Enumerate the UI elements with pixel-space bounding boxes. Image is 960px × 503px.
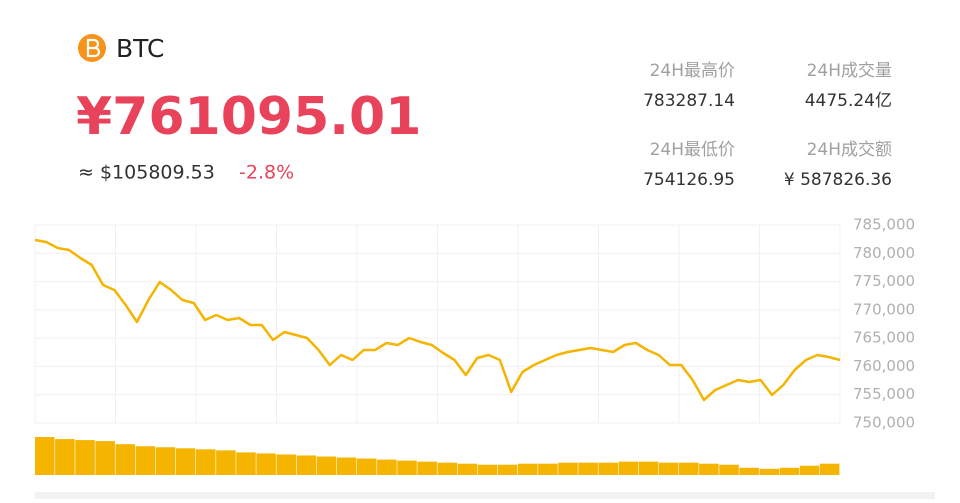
volume-bar — [135, 446, 156, 475]
volume-bar — [417, 461, 437, 475]
y-tick-label: 780,000 — [853, 244, 915, 262]
stat-label: 24H最高价 — [650, 61, 735, 81]
stat-label: 24H最低价 — [650, 140, 735, 160]
y-tick-label: 770,000 — [853, 300, 915, 318]
y-tick-label: 755,000 — [853, 385, 915, 403]
volume-bar — [518, 463, 538, 475]
volume-bar — [457, 463, 478, 475]
volume-bar — [497, 464, 518, 475]
volume-bar — [397, 460, 417, 475]
volume-bar — [316, 456, 337, 475]
volume-bar — [578, 462, 598, 475]
volume-bar — [819, 463, 840, 475]
price-line — [34, 238, 841, 402]
volume-bar — [276, 454, 297, 475]
volume-bar — [296, 455, 317, 475]
stat-value: 783287.14 — [643, 91, 735, 111]
volume-bar — [216, 450, 236, 475]
volume-bar — [779, 467, 800, 475]
y-tick-label: 775,000 — [853, 272, 915, 290]
stat-value: ¥ 587826.36 — [784, 170, 892, 190]
stat-label: 24H成交额 — [807, 140, 892, 160]
price: ¥761095.01 — [76, 87, 421, 147]
volume-bar — [55, 439, 75, 475]
bottom-bar — [35, 492, 935, 499]
change: -2.8% — [239, 162, 294, 184]
y-tick-label: 785,000 — [853, 216, 915, 234]
volume-bar — [75, 440, 95, 475]
btc-icon-glyph — [86, 38, 101, 58]
volume-bar — [658, 462, 679, 475]
volume-bar — [538, 463, 558, 475]
volume-bar — [638, 461, 659, 475]
volume-bar — [477, 464, 498, 475]
volume-bar — [336, 457, 357, 475]
volume-bar — [95, 441, 115, 475]
volume-bar — [598, 462, 619, 475]
volume-bar — [35, 437, 55, 475]
symbol: BTC — [116, 34, 164, 63]
volume-bar — [256, 453, 276, 475]
volume-bar — [236, 452, 256, 475]
volume-bar — [115, 444, 136, 475]
y-tick-label: 750,000 — [853, 414, 915, 432]
volume-bar — [196, 449, 216, 475]
volume-bar — [175, 448, 196, 475]
stat-value: 4475.24亿 — [805, 91, 892, 111]
y-tick-label: 760,000 — [853, 357, 915, 375]
volume-bar — [357, 458, 377, 475]
stat-value: 754126.95 — [643, 170, 735, 190]
volume-bar — [739, 467, 759, 475]
volume-bar — [377, 459, 397, 475]
volume-bar — [558, 462, 578, 475]
volume-bar — [155, 447, 176, 475]
y-tick-label: 765,000 — [853, 329, 915, 347]
volume-bar — [759, 468, 780, 475]
volume-bar — [799, 465, 820, 475]
usd-price: ≈ $105809.53 — [78, 162, 215, 184]
volume-bar — [679, 462, 699, 475]
volume-bar — [618, 461, 639, 475]
volume-bar — [719, 464, 739, 475]
volume-bar — [699, 463, 719, 475]
volume-bar — [437, 462, 458, 475]
stat-label: 24H成交量 — [807, 61, 892, 81]
